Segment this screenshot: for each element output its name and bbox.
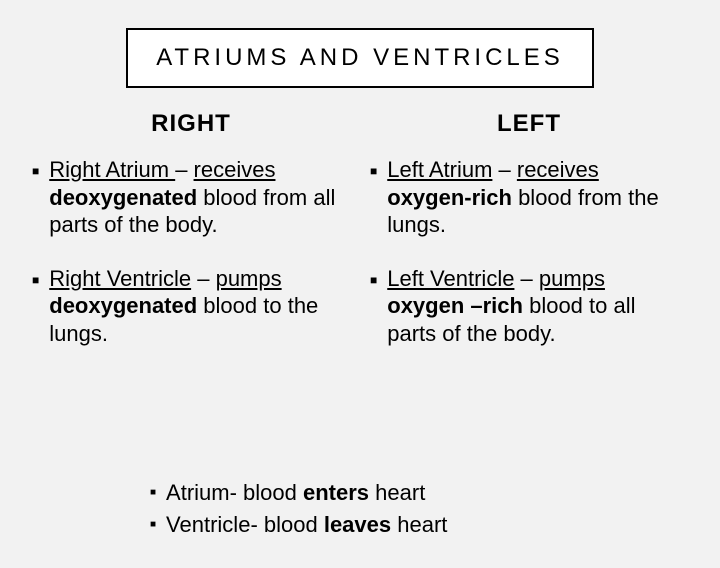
right-column-header: RIGHT [32, 110, 350, 138]
right-ventricle-text: Right Ventricle – pumps deoxygenated blo… [49, 265, 350, 348]
right-atrium-item: ■ Right Atrium – receives deoxygenated b… [32, 156, 350, 239]
left-column-header: LEFT [370, 110, 688, 138]
left-ventricle-text: Left Ventricle – pumps oxygen –rich bloo… [387, 265, 688, 348]
atrium-summary-text: Atrium- blood enters heart [166, 479, 425, 507]
slide-title-box: ATRIUMS AND VENTRICLES [126, 28, 594, 88]
left-atrium-item: ■ Left Atrium – receives oxygen-rich blo… [370, 156, 688, 239]
two-column-layout: RIGHT ■ Right Atrium – receives deoxygen… [0, 110, 720, 373]
bullet-icon: ■ [150, 519, 156, 532]
right-side-column: RIGHT ■ Right Atrium – receives deoxygen… [22, 110, 360, 373]
bullet-icon: ■ [150, 487, 156, 500]
slide-title: ATRIUMS AND VENTRICLES [156, 44, 564, 71]
left-atrium-text: Left Atrium – receives oxygen-rich blood… [387, 156, 688, 239]
right-ventricle-item: ■ Right Ventricle – pumps deoxygenated b… [32, 265, 350, 348]
summary-footer: ■ Atrium- blood enters heart ■ Ventricle… [0, 479, 720, 542]
left-ventricle-item: ■ Left Ventricle – pumps oxygen –rich bl… [370, 265, 688, 348]
ventricle-summary-text: Ventricle- blood leaves heart [166, 511, 447, 539]
bullet-icon: ■ [32, 164, 39, 179]
bullet-icon: ■ [370, 273, 377, 288]
right-atrium-text: Right Atrium – receives deoxygenated blo… [49, 156, 350, 239]
bullet-icon: ■ [32, 273, 39, 288]
atrium-summary: ■ Atrium- blood enters heart [150, 479, 720, 507]
ventricle-summary: ■ Ventricle- blood leaves heart [150, 511, 720, 539]
left-side-column: LEFT ■ Left Atrium – receives oxygen-ric… [360, 110, 698, 373]
bullet-icon: ■ [370, 164, 377, 179]
